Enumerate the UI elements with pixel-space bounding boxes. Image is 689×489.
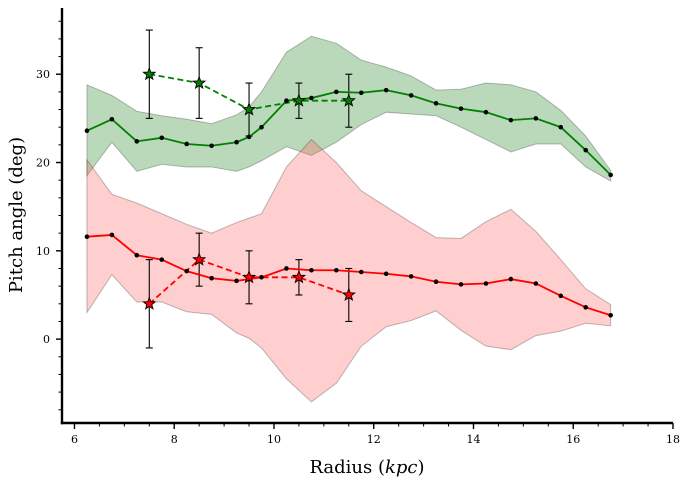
data-point bbox=[309, 267, 314, 273]
x-tick-label: 16 bbox=[566, 433, 580, 446]
data-point bbox=[458, 106, 464, 111]
y-tick-label: 0 bbox=[43, 333, 50, 346]
data-point bbox=[134, 139, 140, 144]
data-point bbox=[334, 267, 339, 273]
data-point bbox=[184, 268, 189, 274]
data-point bbox=[558, 293, 564, 299]
data-point bbox=[458, 282, 464, 287]
data-point bbox=[583, 147, 589, 153]
data-point bbox=[234, 139, 239, 145]
data-point bbox=[483, 281, 489, 286]
x-tick-label: 12 bbox=[367, 433, 381, 446]
tick-marks: 6 8 10 12 14 16 18 0 10 20 30 bbox=[36, 20, 680, 446]
data-point bbox=[383, 271, 389, 277]
data-point bbox=[284, 266, 289, 271]
star-marker bbox=[341, 93, 356, 107]
data-point bbox=[309, 95, 314, 101]
x-tick-label: 18 bbox=[666, 433, 680, 446]
data-point bbox=[383, 87, 389, 93]
star-marker bbox=[291, 93, 307, 107]
data-point bbox=[184, 141, 189, 147]
data-point bbox=[608, 312, 613, 318]
data-point bbox=[159, 135, 165, 141]
data-point bbox=[234, 278, 239, 284]
data-point bbox=[358, 90, 364, 96]
star-marker bbox=[291, 269, 307, 284]
data-point bbox=[558, 124, 564, 130]
y-tick-label: 10 bbox=[36, 245, 50, 258]
data-point bbox=[259, 275, 264, 280]
data-point bbox=[259, 124, 264, 130]
x-tick-label: 6 bbox=[71, 433, 78, 446]
data-point bbox=[508, 117, 514, 123]
data-point bbox=[408, 93, 414, 98]
data-point bbox=[84, 128, 90, 134]
data-point bbox=[608, 172, 613, 178]
data-point bbox=[583, 305, 589, 310]
star-marker bbox=[241, 269, 257, 284]
data-point bbox=[533, 281, 539, 286]
y-tick-label: 30 bbox=[36, 68, 50, 81]
star-marker bbox=[341, 287, 356, 302]
data-point bbox=[134, 252, 140, 258]
x-axis-label: Radius (kpc) bbox=[309, 457, 424, 478]
y-axis-label: Pitch angle (deg) bbox=[6, 137, 27, 293]
x-tick-label: 14 bbox=[466, 433, 480, 446]
data-point bbox=[84, 234, 90, 239]
star-marker bbox=[192, 75, 207, 90]
data-point bbox=[334, 89, 339, 95]
x-tick-label: 8 bbox=[171, 433, 178, 446]
data-point bbox=[483, 109, 489, 115]
data-point bbox=[109, 232, 115, 238]
star-marker bbox=[142, 296, 157, 310]
y-tick-label: 20 bbox=[36, 157, 50, 170]
data-point bbox=[358, 269, 364, 275]
star-marker bbox=[241, 102, 257, 116]
data-point bbox=[533, 116, 539, 121]
data-point bbox=[433, 101, 439, 106]
data-point bbox=[508, 276, 514, 282]
data-point bbox=[209, 143, 214, 149]
x-tick-label: 10 bbox=[267, 433, 281, 446]
data-point bbox=[209, 275, 214, 281]
data-point bbox=[433, 279, 439, 285]
axes bbox=[60, 8, 673, 425]
star-marker bbox=[142, 66, 157, 81]
data-markers bbox=[84, 66, 613, 318]
data-point bbox=[109, 116, 115, 122]
data-point bbox=[284, 98, 289, 104]
data-point bbox=[246, 134, 252, 140]
star-marker bbox=[192, 252, 207, 266]
data-point bbox=[408, 274, 414, 279]
data-point bbox=[159, 257, 165, 262]
